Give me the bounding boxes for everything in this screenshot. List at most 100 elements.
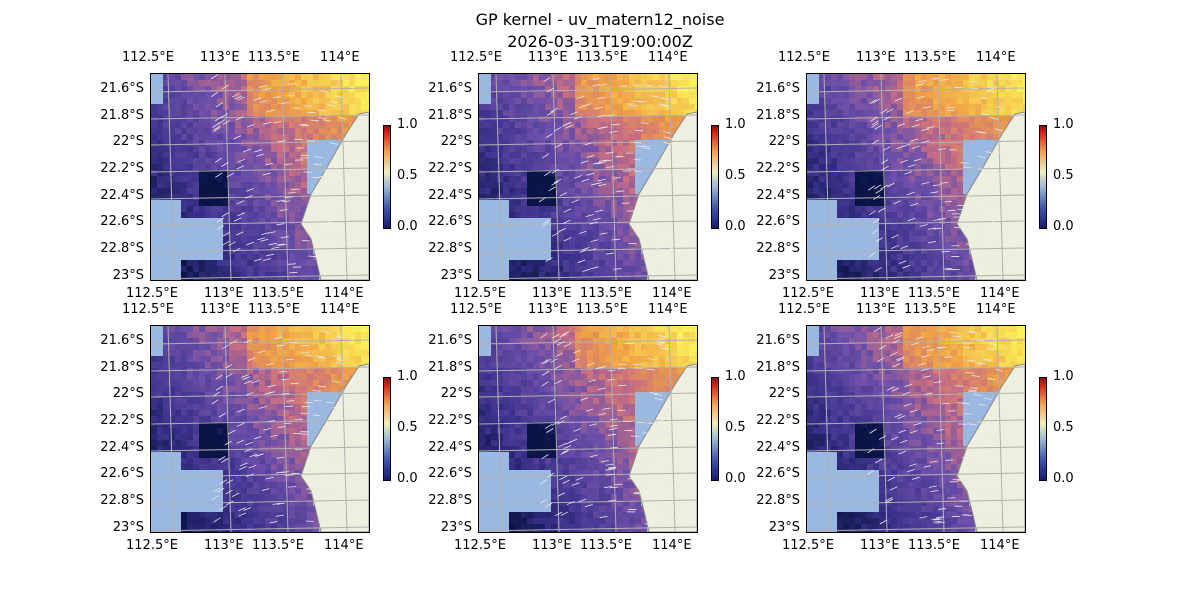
field-cell	[587, 146, 593, 152]
field-cell	[843, 260, 849, 266]
field-cell	[235, 464, 241, 470]
field-cell	[193, 98, 199, 104]
field-cell	[939, 260, 945, 266]
field-cell	[271, 464, 277, 470]
field-cell	[169, 422, 175, 428]
wind-arrow	[267, 384, 276, 388]
field-cell	[593, 230, 599, 236]
field-cell	[241, 350, 247, 356]
field-cell	[623, 428, 629, 434]
field-cell	[295, 116, 301, 122]
wind-arrow	[221, 212, 229, 218]
field-cell	[569, 170, 575, 176]
field-cell	[307, 74, 313, 80]
field-cell	[987, 74, 993, 80]
field-cell	[593, 224, 599, 230]
wind-arrow	[921, 140, 930, 144]
field-cell	[521, 440, 527, 446]
field-cell	[337, 380, 343, 386]
field-cell	[951, 116, 957, 122]
field-cell	[319, 98, 325, 104]
wind-arrow	[232, 247, 241, 253]
field-cell	[259, 122, 265, 128]
field-cell	[867, 170, 873, 176]
field-cell	[241, 452, 247, 458]
field-cell	[551, 188, 557, 194]
field-cell	[843, 272, 849, 278]
wind-arrow	[898, 260, 907, 264]
field-cell	[527, 368, 533, 374]
wind-arrow	[287, 192, 296, 194]
field-cell	[253, 242, 259, 248]
field-cell	[545, 422, 551, 428]
field-cell	[175, 140, 181, 146]
lat-tick: 22°S	[440, 134, 472, 149]
field-cell	[527, 170, 533, 176]
field-cell	[915, 104, 921, 110]
field-cell	[205, 464, 211, 470]
field-cell	[605, 110, 611, 116]
field-cell	[235, 494, 241, 500]
field-cell	[605, 386, 611, 392]
field-cell	[497, 128, 503, 134]
field-cell	[301, 518, 307, 524]
field-cell	[319, 116, 325, 122]
field-cell	[169, 410, 175, 416]
field-cell	[593, 188, 599, 194]
field-cell	[361, 338, 367, 344]
field-cell	[611, 182, 617, 188]
field-cell	[509, 200, 515, 206]
field-cell	[515, 98, 521, 104]
field-cell	[223, 488, 229, 494]
field-cell	[569, 350, 575, 356]
field-cell	[611, 188, 617, 194]
field-cell	[163, 164, 169, 170]
field-cell	[831, 152, 837, 158]
field-cell	[295, 248, 301, 254]
field-cell	[211, 134, 217, 140]
field-cell	[975, 104, 981, 110]
wind-arrow	[313, 399, 322, 402]
field-cell	[229, 356, 235, 362]
field-cell	[235, 416, 241, 422]
field-cell	[187, 530, 193, 532]
field-cell	[855, 188, 861, 194]
wind-arrow	[551, 168, 560, 174]
lat-tick: 22.4°S	[100, 188, 144, 203]
field-cell	[229, 410, 235, 416]
field-cell	[187, 452, 193, 458]
field-cell	[271, 350, 277, 356]
field-cell	[163, 386, 169, 392]
lat-tick: 23°S	[112, 268, 144, 283]
field-cell	[241, 404, 247, 410]
field-cell	[945, 158, 951, 164]
field-cell	[247, 416, 253, 422]
field-cell	[163, 392, 169, 398]
field-cell	[581, 260, 587, 266]
field-cell	[843, 140, 849, 146]
field-cell	[605, 398, 611, 404]
field-cell	[563, 134, 569, 140]
field-cell	[885, 128, 891, 134]
field-cell	[157, 134, 163, 140]
field-cell	[307, 128, 313, 134]
field-cell	[527, 122, 533, 128]
field-cell	[981, 74, 987, 80]
field-cell	[199, 392, 205, 398]
field-cell	[175, 98, 181, 104]
field-cell	[271, 452, 277, 458]
field-cell	[897, 128, 903, 134]
field-cell	[277, 152, 283, 158]
grid-line-lat	[807, 194, 1025, 200]
field-cell	[491, 80, 497, 86]
field-cell	[343, 326, 349, 332]
field-cell	[319, 386, 325, 392]
wind-arrow	[978, 168, 987, 171]
field-cell	[229, 128, 235, 134]
field-cell	[247, 224, 253, 230]
wind-arrow	[975, 228, 984, 231]
field-cell	[575, 188, 581, 194]
field-cell	[849, 134, 855, 140]
field-cell	[611, 260, 617, 266]
field-cell	[999, 116, 1005, 122]
